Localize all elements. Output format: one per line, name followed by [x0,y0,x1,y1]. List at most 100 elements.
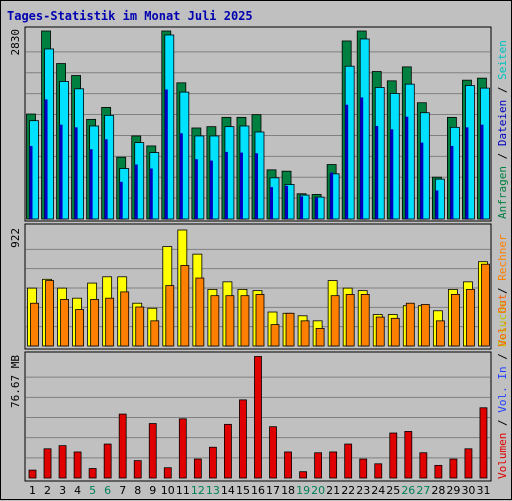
day-label: 16 [251,484,265,497]
legend-entry: Vol. In [496,366,509,412]
day-label: 18 [281,484,295,497]
bar-seiten [390,129,394,219]
bar-seiten [360,97,364,219]
day-label: 23 [356,484,370,497]
bar-volumen [163,467,172,479]
legend-separator: / [496,146,509,166]
legend-separator: / [496,413,509,433]
legend-entry: Besuche [496,301,509,347]
chart-title: Tages-Statistik im Monat Juli 2025 [7,9,253,23]
bar-rechner [405,302,415,347]
legend-entry: Dateien [496,100,509,146]
bar-volumen [464,448,473,479]
bar-rechner [60,299,69,347]
bar-seiten [59,124,63,219]
bar-seiten [89,149,93,219]
max-value-label: 922 [9,228,22,248]
bar-volumen [148,423,157,479]
bar-volumen [419,452,428,479]
legend-entry: Anfragen [496,166,509,219]
bar-rechner [30,302,39,347]
day-label: 10 [161,484,175,497]
day-label: 2 [44,484,51,497]
bar-seiten [119,181,123,219]
bar-volumen [284,451,292,479]
day-label: 24 [371,484,385,497]
day-label: 11 [176,484,190,497]
day-label: 29 [446,484,460,497]
bar-rechner [210,295,220,347]
day-label: 4 [74,484,81,497]
bar-seiten [270,187,274,219]
bar-rechner [120,291,130,347]
bar-rechner [135,306,145,347]
bar-volumen [359,458,368,479]
bar-rechner [165,285,175,347]
bar-volumen [299,471,307,479]
max-value-label: 2830 [9,29,22,56]
day-label: 8 [134,484,141,497]
bar-volumen [449,458,458,479]
bar-seiten [104,139,108,219]
bar-rechner [420,304,430,347]
bar-seiten [285,185,289,219]
legend-separator: / [496,347,509,367]
bar-seiten [345,104,349,219]
day-label: 28 [431,484,445,497]
bar-volumen [344,443,353,479]
bar-rechner [330,295,340,347]
bar-rechner [390,317,400,347]
day-label: 17 [266,484,280,497]
bar-seiten [375,125,379,219]
legend-separator: / [496,80,509,100]
day-label: 22 [341,484,355,497]
bar-seiten [239,152,243,219]
bar-rechner [481,263,490,347]
legend-entry: Rechner [496,234,509,281]
bar-seiten [480,124,484,219]
bar-volumen [58,445,67,479]
bar-volumen [374,463,383,479]
bar-seiten [134,164,138,219]
day-label: 5 [89,484,96,497]
bar-rechner [345,294,355,347]
bar-seiten [330,172,334,219]
bar-seiten [44,99,48,219]
bar-volumen [239,399,247,479]
bar-rechner [90,299,100,347]
bar-rechner [300,320,310,347]
bar-seiten [300,196,304,219]
bar-seiten [465,127,469,219]
bar-rechner [180,265,190,347]
bar-volumen [314,452,323,479]
bar-volumen [73,451,82,479]
bar-volumen [178,418,187,479]
bar-seiten [74,127,78,219]
day-label: 9 [149,484,156,497]
day-label: 27 [416,484,430,497]
day-label: 31 [476,484,490,497]
bar-rechner [195,277,205,347]
bar-volumen [434,464,443,479]
bar-seiten [224,151,228,219]
bar-rechner [75,309,84,347]
bar-seiten [420,142,424,219]
legend-separator: / [496,281,509,301]
bar-rechner [225,295,235,347]
bar-seiten [164,89,168,219]
bar-volumen [404,431,413,479]
day-label: 1 [29,484,36,497]
bar-volumen [208,446,217,479]
day-label: 3 [59,484,66,497]
bar-volumen [479,407,488,479]
bar-seiten [405,116,409,219]
bar-rechner [360,294,370,347]
bar-rechner [255,294,265,347]
bar-volumen [28,469,37,479]
bar-seiten [194,159,198,219]
day-label: 6 [104,484,111,497]
day-label: 20 [311,484,325,497]
bar-volumen [254,356,262,479]
bar-seiten [450,145,454,219]
